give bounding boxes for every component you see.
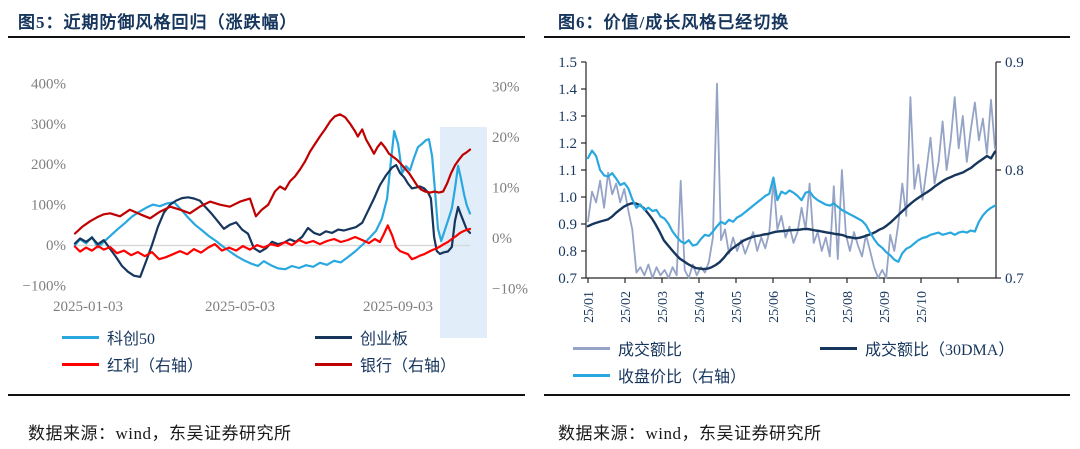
title-rule — [8, 36, 525, 38]
axis-frame — [585, 62, 997, 279]
figure-5-source: 数据来源：wind，东吴证券研究所 — [28, 424, 292, 443]
legend-label: 科创50 — [107, 331, 156, 348]
y-right-tick-label: 30% — [492, 80, 520, 96]
figure-5: 图5：近期防御风格回归（涨跌幅） 400% 300% 200% 100% 0% −100%… — [8, 13, 528, 443]
chart-legend: 成交额比 成交额比（30DMA） 收盘价比（右轴） — [573, 337, 1014, 386]
series-line — [73, 224, 472, 261]
x-tick-label: 25/08 — [841, 291, 856, 323]
legend-label: 成交额比（30DMA） — [865, 342, 1015, 359]
legend-item: 成交额比（30DMA） — [820, 337, 1014, 359]
figure-6-source: 数据来源：wind，东吴证券研究所 — [558, 424, 822, 443]
y-left-tick-label: 0% — [46, 238, 66, 254]
figure-6-title: 图6：价值/成长风格已经切换 — [558, 13, 790, 32]
title-rule — [544, 36, 1070, 38]
legend-item: 科创50 — [62, 326, 315, 348]
y-left-tick-label: 0.7 — [558, 271, 577, 287]
x-tick-label: 25/03 — [656, 291, 671, 323]
legend-line-swatch — [62, 362, 99, 366]
y-left-tick-label: 0.9 — [558, 217, 577, 233]
series-line — [586, 150, 997, 271]
y-right-tick-label: 0.9 — [1005, 55, 1024, 71]
chart-legend: 科创50 创业板红利（右轴） 银行（右轴） — [62, 326, 456, 375]
legend-item: 银行（右轴） — [315, 353, 456, 375]
y-left-tick-label: 100% — [31, 198, 66, 214]
series-line — [587, 82, 996, 279]
footer-rule — [544, 394, 1070, 396]
legend-label: 创业板 — [360, 331, 409, 348]
series-line — [73, 163, 472, 278]
x-tick-label: 25/06 — [767, 291, 782, 323]
x-tick-label: 25/04 — [693, 291, 708, 323]
series-line — [73, 130, 472, 271]
x-tick-label: 25/05 — [730, 291, 745, 323]
y-right-tick-label: 20% — [492, 130, 520, 146]
y-left-tick-label: 1.0 — [558, 190, 577, 206]
legend-line-swatch — [573, 373, 610, 377]
y-left-tick-label: −100% — [23, 278, 66, 294]
x-tick-label: 25/02 — [619, 291, 634, 323]
y-left-tick-label: 300% — [31, 117, 66, 133]
legend-label: 成交额比 — [618, 342, 683, 359]
y-left-tick-label: 1.2 — [558, 136, 577, 152]
legend-line-swatch — [315, 362, 352, 366]
y-left-tick-label: 1.4 — [558, 82, 577, 98]
y-left-tick-label: 400% — [31, 76, 66, 92]
x-tick-label: 25/07 — [804, 291, 819, 323]
y-right-tick-label: 0.8 — [1005, 163, 1024, 179]
legend-item: 收盘价比（右轴） — [573, 364, 820, 386]
series-line — [73, 113, 472, 235]
y-left-tick-label: 0.8 — [558, 244, 577, 260]
y-right-tick-label: −10% — [492, 282, 528, 298]
legend-line-swatch — [62, 335, 99, 339]
defensive-style-line-chart: 400% 300% 200% 100% 0% −100% 30% 20% 10% 0% −10% 20… — [23, 76, 528, 338]
series-line — [586, 149, 997, 263]
legend-item: 红利（右轴） — [62, 353, 315, 375]
x-tick-label: 2025-01-03 — [53, 299, 123, 315]
value-growth-line-chart: 1.5 1.4 1.3 1.2 1.1 1.0 0.9 0.8 0.7 0.9 0.8 0.7 25/0… — [558, 55, 1024, 323]
y-right-tick-label: 0% — [492, 231, 512, 247]
y-left-tick-label: 1.3 — [558, 109, 577, 125]
y-right-tick-label: 10% — [492, 181, 520, 197]
figure-6: 图6：价值/成长风格已经切换 1.5 1.4 1.3 1.2 1.1 1.0 0.9 0.8 0… — [540, 0, 1080, 449]
legend-label: 收盘价比（右轴） — [618, 369, 747, 386]
y-left-tick-label: 1.1 — [558, 163, 577, 179]
x-tick-label: 25/09 — [878, 291, 893, 323]
y-right-tick-label: 0.7 — [1005, 271, 1024, 287]
figure-5-title: 图5：近期防御风格回归（涨跌幅） — [18, 13, 298, 32]
y-left-tick-label: 200% — [31, 157, 66, 173]
x-tick-label: 25/10 — [915, 291, 930, 323]
legend-item: 创业板 — [315, 326, 456, 348]
legend-item: 成交额比 — [573, 337, 820, 359]
legend-line-swatch — [573, 346, 610, 350]
x-tick-label: 2025-05-03 — [205, 299, 275, 315]
legend-line-swatch — [820, 346, 857, 350]
x-tick-label: 25/01 — [582, 291, 597, 323]
y-left-tick-label: 1.5 — [558, 55, 577, 71]
legend-label: 红利（右轴） — [107, 358, 204, 375]
x-tick-label: 2025-09-03 — [363, 299, 433, 315]
legend-line-swatch — [315, 335, 352, 339]
highlight-band — [440, 127, 487, 338]
legend-label: 银行（右轴） — [360, 358, 457, 375]
footer-rule — [8, 394, 525, 396]
